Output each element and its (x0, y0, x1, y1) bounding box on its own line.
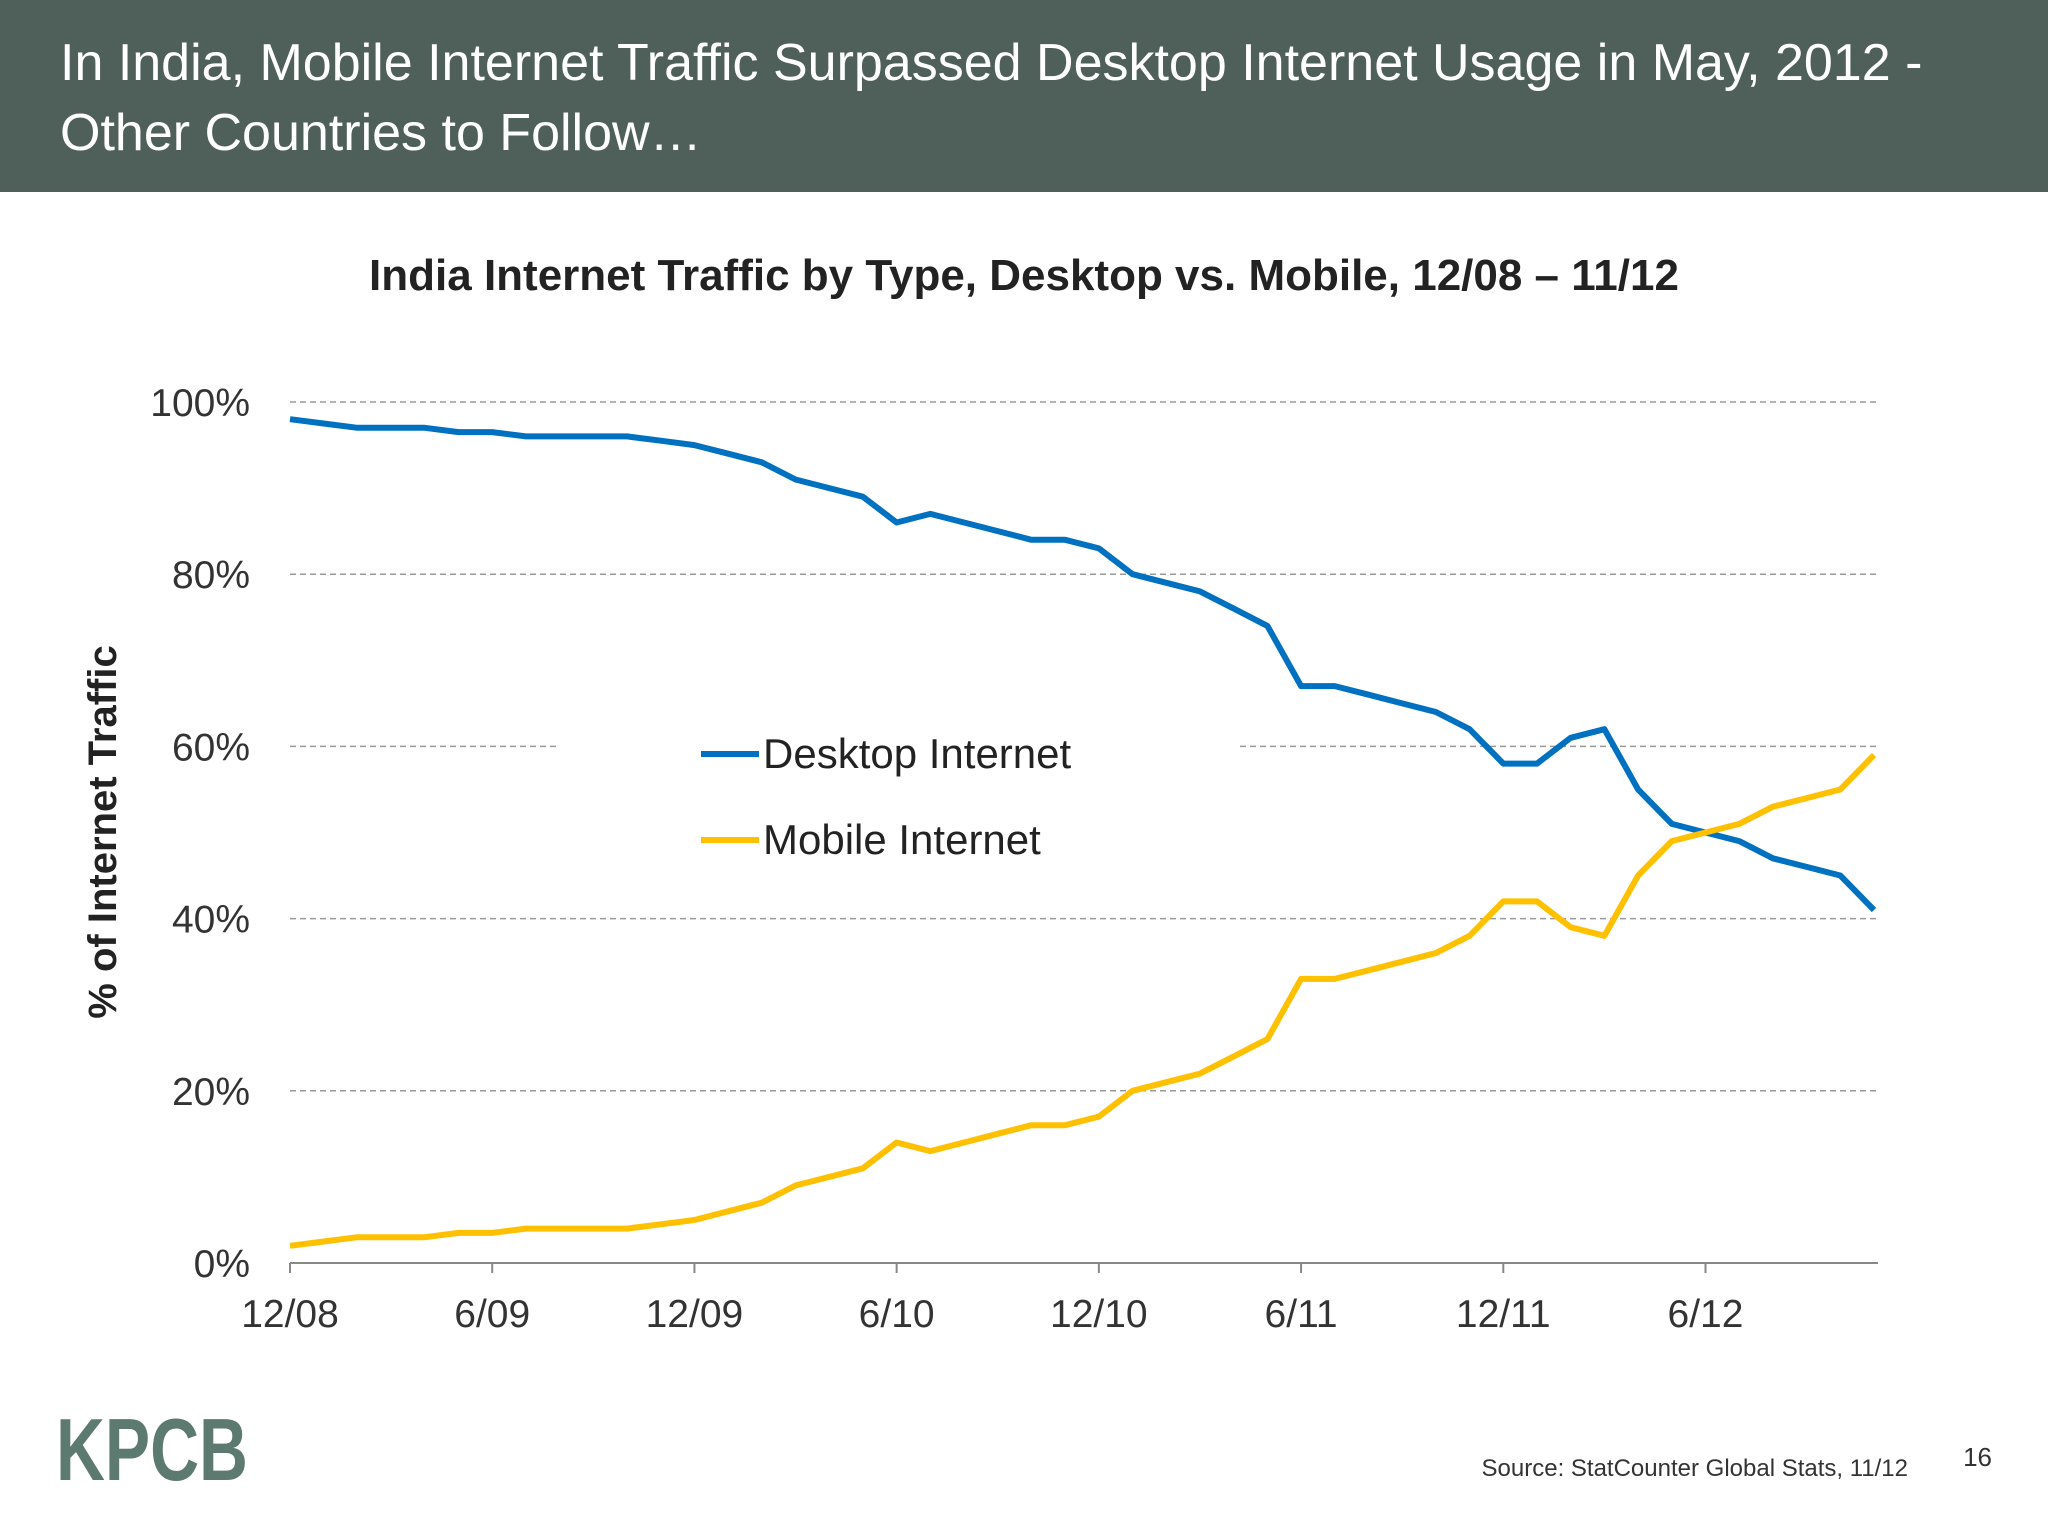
x-tick-label: 12/08 (241, 1293, 339, 1336)
slide-title-line: Other Countries to Follow… (60, 104, 702, 162)
source: Source: StatCounter Global Stats, 11/12 (1482, 1455, 1908, 1482)
slide-title: In India, Mobile Internet Traffic Surpas… (60, 34, 1922, 162)
y-tick-label: 40% (172, 899, 250, 942)
x-tick-label: 12/09 (646, 1293, 744, 1336)
y-tick-label: 80% (172, 554, 250, 597)
series-line (289, 416, 1877, 913)
y-axis-label: % of Internet Traffic (81, 645, 125, 1018)
chart-title: India Internet Traffic by Type, Desktop … (369, 251, 1679, 300)
legend-box (560, 705, 1240, 885)
y-tick-label: 60% (172, 726, 250, 769)
page-number: 16 (1963, 1442, 1992, 1472)
x-tick-label: 12/10 (1050, 1293, 1148, 1336)
legend-label: Mobile Internet (763, 816, 1041, 863)
plot-area: 0% 20% 40% 60% 80% 100% 12/08 6/09 12/09 6/10 12/1… (150, 382, 1878, 1336)
logo: KPCB (56, 1400, 248, 1499)
x-tick-label: 6/12 (1668, 1293, 1744, 1336)
title-bar (0, 0, 2048, 192)
y-tick-label: 20% (172, 1071, 250, 1114)
legend-label: Desktop Internet (763, 730, 1072, 777)
slide-title-line: In India, Mobile Internet Traffic Surpas… (60, 34, 1922, 92)
x-tick-label: 6/11 (1265, 1293, 1338, 1336)
x-tick-label: 12/11 (1456, 1293, 1551, 1336)
series-line (289, 752, 1877, 1249)
y-tick-label: 0% (194, 1243, 250, 1286)
x-tick-label: 6/10 (859, 1293, 935, 1336)
y-tick-label: 100% (150, 382, 250, 425)
x-tick-label: 6/09 (454, 1293, 530, 1336)
